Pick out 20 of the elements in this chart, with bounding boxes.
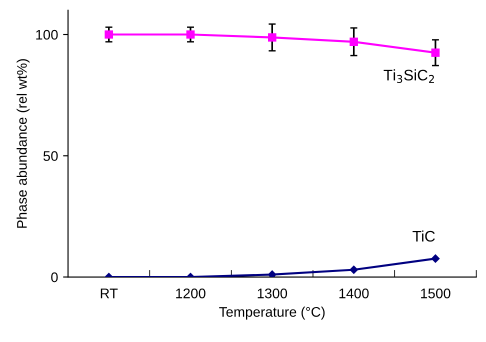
point <box>268 33 276 42</box>
point <box>104 30 114 39</box>
point <box>186 30 195 39</box>
point <box>350 266 358 274</box>
x-tick-label: 1500 <box>421 288 450 298</box>
point <box>350 38 358 46</box>
y-tick-label: 100 <box>36 30 58 40</box>
point <box>268 270 276 278</box>
x-tick-label: 1200 <box>176 288 206 298</box>
series-label: TiC <box>412 230 435 242</box>
x-axis-title: Temperature (°C) <box>219 306 325 320</box>
x-tick-label: RT <box>100 288 118 298</box>
x-tick-label: 1300 <box>258 288 288 298</box>
point <box>431 254 440 263</box>
series-label: Ti$_{3}$SiC$_{2}$ <box>384 69 434 84</box>
y-tick-label: 0 <box>51 272 58 282</box>
y-axis-title: Phase abundance (rel wt%) <box>16 59 30 228</box>
y-tick-label: 50 <box>43 151 58 161</box>
x-tick-label: 1400 <box>339 288 369 298</box>
point <box>431 48 440 57</box>
